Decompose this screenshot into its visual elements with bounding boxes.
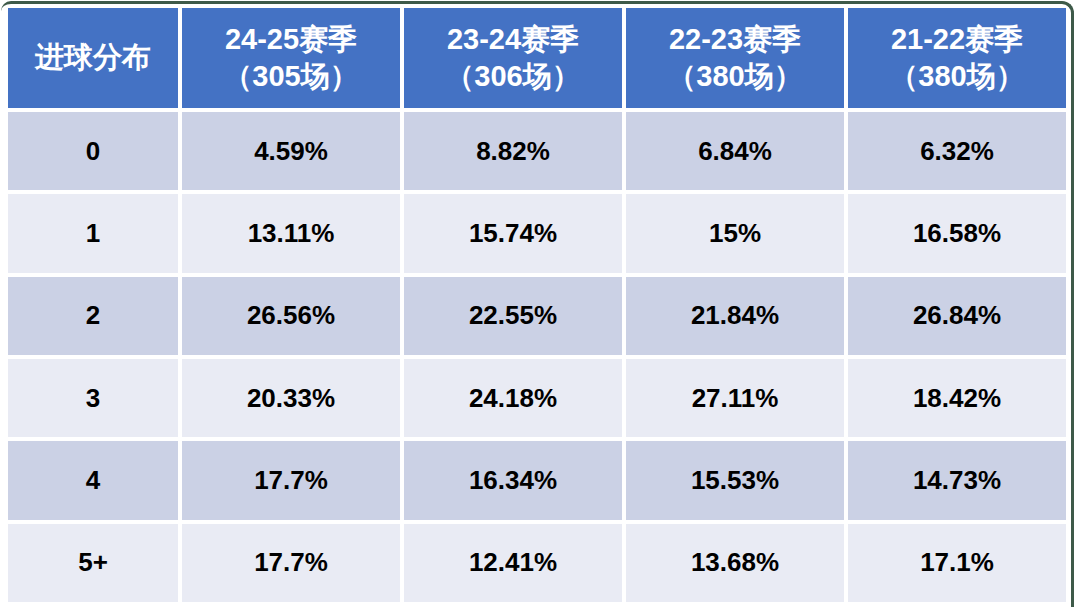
corner-header-label: 进球分布 xyxy=(35,39,151,76)
value-cell: 6.32% xyxy=(848,112,1066,190)
value-cell: 17.7% xyxy=(182,441,400,519)
value-cell: 15% xyxy=(626,194,844,272)
season-matches: （306场） xyxy=(445,58,580,95)
goals-cell: 5+ xyxy=(8,524,178,602)
goals-cell: 4 xyxy=(8,441,178,519)
season-header-cell-21-22: 21-22赛季 （380场） xyxy=(848,8,1066,108)
value-cell: 24.18% xyxy=(404,359,622,437)
season-header-cell-24-25: 24-25赛季 （305场） xyxy=(182,8,400,108)
value-cell: 27.11% xyxy=(626,359,844,437)
goals-cell: 1 xyxy=(8,194,178,272)
value-cell: 8.82% xyxy=(404,112,622,190)
value-cell: 13.11% xyxy=(182,194,400,272)
season-label: 22-23赛季 xyxy=(669,21,801,58)
season-header-cell-23-24: 23-24赛季 （306场） xyxy=(404,8,622,108)
value-cell: 6.84% xyxy=(626,112,844,190)
value-cell: 16.58% xyxy=(848,194,1066,272)
value-cell: 14.73% xyxy=(848,441,1066,519)
value-cell: 13.68% xyxy=(626,524,844,602)
value-cell: 16.34% xyxy=(404,441,622,519)
season-label: 23-24赛季 xyxy=(447,21,579,58)
season-label: 21-22赛季 xyxy=(891,21,1023,58)
season-label: 24-25赛季 xyxy=(225,21,357,58)
value-cell: 21.84% xyxy=(626,277,844,355)
goals-cell: 0 xyxy=(8,112,178,190)
value-cell: 12.41% xyxy=(404,524,622,602)
value-cell: 20.33% xyxy=(182,359,400,437)
value-cell: 26.84% xyxy=(848,277,1066,355)
season-matches: （380场） xyxy=(889,58,1024,95)
value-cell: 17.1% xyxy=(848,524,1066,602)
goals-cell: 3 xyxy=(8,359,178,437)
value-cell: 26.56% xyxy=(182,277,400,355)
goal-distribution-table-screenshot: 进球分布 24-25赛季 （305场） 23-24赛季 （306场） 22-23… xyxy=(0,0,1080,607)
value-cell: 15.53% xyxy=(626,441,844,519)
value-cell: 15.74% xyxy=(404,194,622,272)
season-matches: （305场） xyxy=(223,58,358,95)
value-cell: 17.7% xyxy=(182,524,400,602)
season-matches: （380场） xyxy=(667,58,802,95)
season-header-cell-22-23: 22-23赛季 （380场） xyxy=(626,8,844,108)
corner-header-cell: 进球分布 xyxy=(8,8,178,108)
value-cell: 22.55% xyxy=(404,277,622,355)
goals-cell: 2 xyxy=(8,277,178,355)
goal-distribution-table: 进球分布 24-25赛季 （305场） 23-24赛季 （306场） 22-23… xyxy=(8,8,1066,602)
value-cell: 4.59% xyxy=(182,112,400,190)
value-cell: 18.42% xyxy=(848,359,1066,437)
